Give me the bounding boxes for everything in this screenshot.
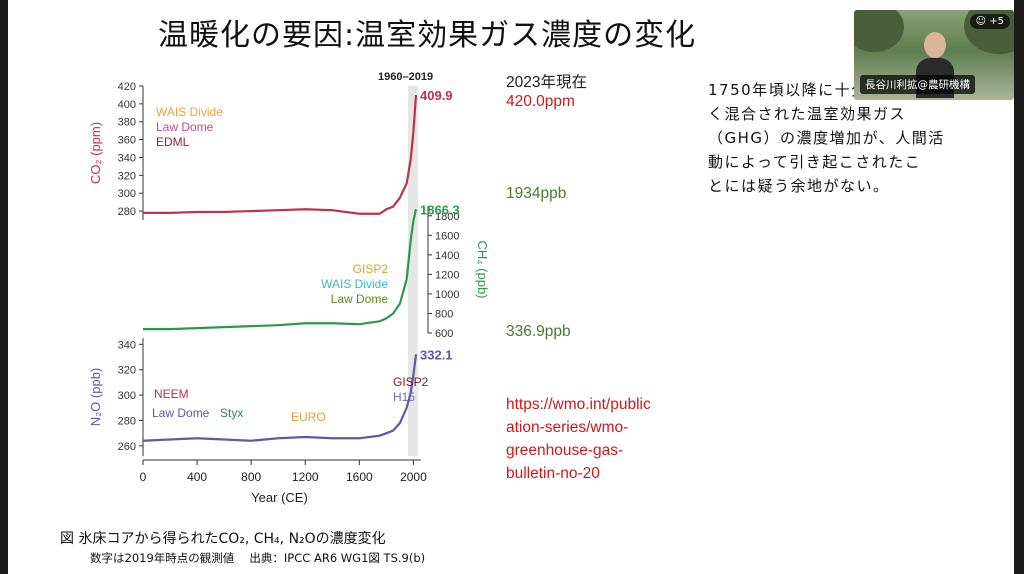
note-line-3: （GHG）の濃度増加が、人間活 [708, 129, 945, 147]
x-tick-label: 400 [187, 470, 207, 484]
url-line-3[interactable]: greenhouse-gas- [506, 442, 624, 459]
y-tick-label: 420 [118, 81, 136, 93]
people-icon: ☺ [975, 16, 987, 27]
source-url[interactable]: https://wmo.int/public ation-series/wmo-… [506, 393, 651, 485]
legend-entry: Styx [220, 406, 243, 420]
y-tick-label: 800 [435, 308, 453, 320]
background-tree [854, 10, 904, 52]
figure-source: 数字は2019年時点の観測値 出典：IPCC AR6 WG1図 TS.9(b) [90, 551, 426, 565]
y-axis-label: N₂O (ppb) [88, 368, 103, 427]
legend-entry: GISP2 [393, 375, 429, 389]
year-label: 2023年現在 [506, 74, 587, 91]
participant-video-tile[interactable]: ☺ +5 長谷川利拡@農研機構 [854, 10, 1014, 100]
legend-entry: NEEM [154, 387, 189, 401]
y-tick-label: 1200 [435, 269, 459, 281]
slide-title: 温暖化の要因:温室効果ガス濃度の変化 [158, 18, 697, 53]
y-tick-label: 1600 [435, 230, 459, 242]
x-tick-label: 800 [241, 470, 261, 484]
y-tick-label: 1400 [435, 250, 459, 262]
y-tick-label: 360 [118, 135, 136, 147]
y-tick-label: 380 [118, 117, 136, 129]
url-line-2[interactable]: ation-series/wmo- [506, 419, 629, 436]
x-tick-label: 2000 [400, 470, 427, 484]
legend-entry: EDML [156, 135, 190, 149]
note-line-1: 1750年頃以降に十分 [708, 81, 868, 99]
x-axis-label: Year (CE) [251, 490, 308, 505]
ch4-value: 1934ppb [506, 185, 567, 202]
y-tick-label: 340 [118, 152, 136, 164]
x-tick-label: 0 [140, 470, 147, 484]
y-tick-label: 300 [118, 188, 136, 200]
participant-head [924, 32, 946, 58]
y-axis-label: CO₂ (ppm) [88, 122, 103, 184]
highlight-band [408, 86, 418, 456]
url-line-1[interactable]: https://wmo.int/public [506, 396, 651, 413]
legend-entry: H15 [393, 390, 415, 404]
end-value-label: 1866.3 [420, 202, 460, 217]
co2-value: 420.0ppm [506, 93, 575, 110]
participant-count-badge[interactable]: ☺ +5 [969, 14, 1010, 29]
legend-entry: GISP2 [353, 262, 389, 276]
x-tick-label: 1600 [346, 470, 373, 484]
y-axis-label: CH₄ (ppb) [475, 240, 490, 298]
url-line-4[interactable]: bulletin-no-20 [506, 465, 600, 482]
end-value-label: 409.9 [420, 88, 453, 103]
legend-entry: EURO [291, 410, 326, 424]
y-tick-label: 280 [118, 206, 136, 218]
legend-entry: Law Dome [152, 406, 210, 420]
legend-entry: Law Dome [156, 120, 214, 134]
legend-entry: WAIS Divide [156, 105, 223, 119]
y-tick-label: 260 [118, 441, 136, 453]
ghg-chart: 1960–2019 420 400 380 360 340 320 300 280 CO₂ (pp… [88, 71, 490, 505]
series-line-co2 [143, 94, 418, 215]
end-value-label: 332.1 [420, 347, 453, 362]
legend-entry: WAIS Divide [321, 277, 388, 291]
n2o-value: 336.9ppb [506, 323, 571, 340]
ipcc-statement: 1750年頃以降に十分 く混合された温室効果ガス （GHG）の濃度増加が、人間活… [708, 78, 998, 198]
series-line-n2o [142, 354, 418, 442]
x-tick-label: 1200 [292, 470, 319, 484]
y-tick-label: 1000 [435, 289, 459, 301]
figure-caption: 図 氷床コアから得られたCO₂, CH₄, N₂Oの濃度変化 [60, 531, 386, 547]
note-line-2: く混合された温室効果ガス [708, 105, 907, 123]
y-tick-label: 1800 [435, 211, 459, 223]
y-tick-label: 340 [118, 339, 136, 351]
note-line-5: とには疑う余地がない。 [708, 177, 890, 195]
legend-entry: Law Dome [331, 292, 389, 306]
y-tick-label: 320 [118, 365, 136, 377]
y-tick-label: 280 [118, 415, 136, 427]
participant-name: 長谷川利拡@農研機構 [860, 75, 975, 94]
series-line-ch4 [143, 209, 418, 331]
participant-count: +5 [989, 16, 1004, 27]
y-tick-label: 600 [435, 328, 453, 340]
highlight-band-label: 1960–2019 [378, 71, 433, 83]
y-tick-label: 400 [118, 99, 136, 111]
y-tick-label: 320 [118, 170, 136, 182]
y-tick-label: 300 [118, 390, 136, 402]
note-line-4: 動によって引き起こされたこ [708, 153, 922, 171]
presentation-slide: 温暖化の要因:温室効果ガス濃度の変化 1960–2019 420 400 380 360… [8, 0, 1014, 574]
